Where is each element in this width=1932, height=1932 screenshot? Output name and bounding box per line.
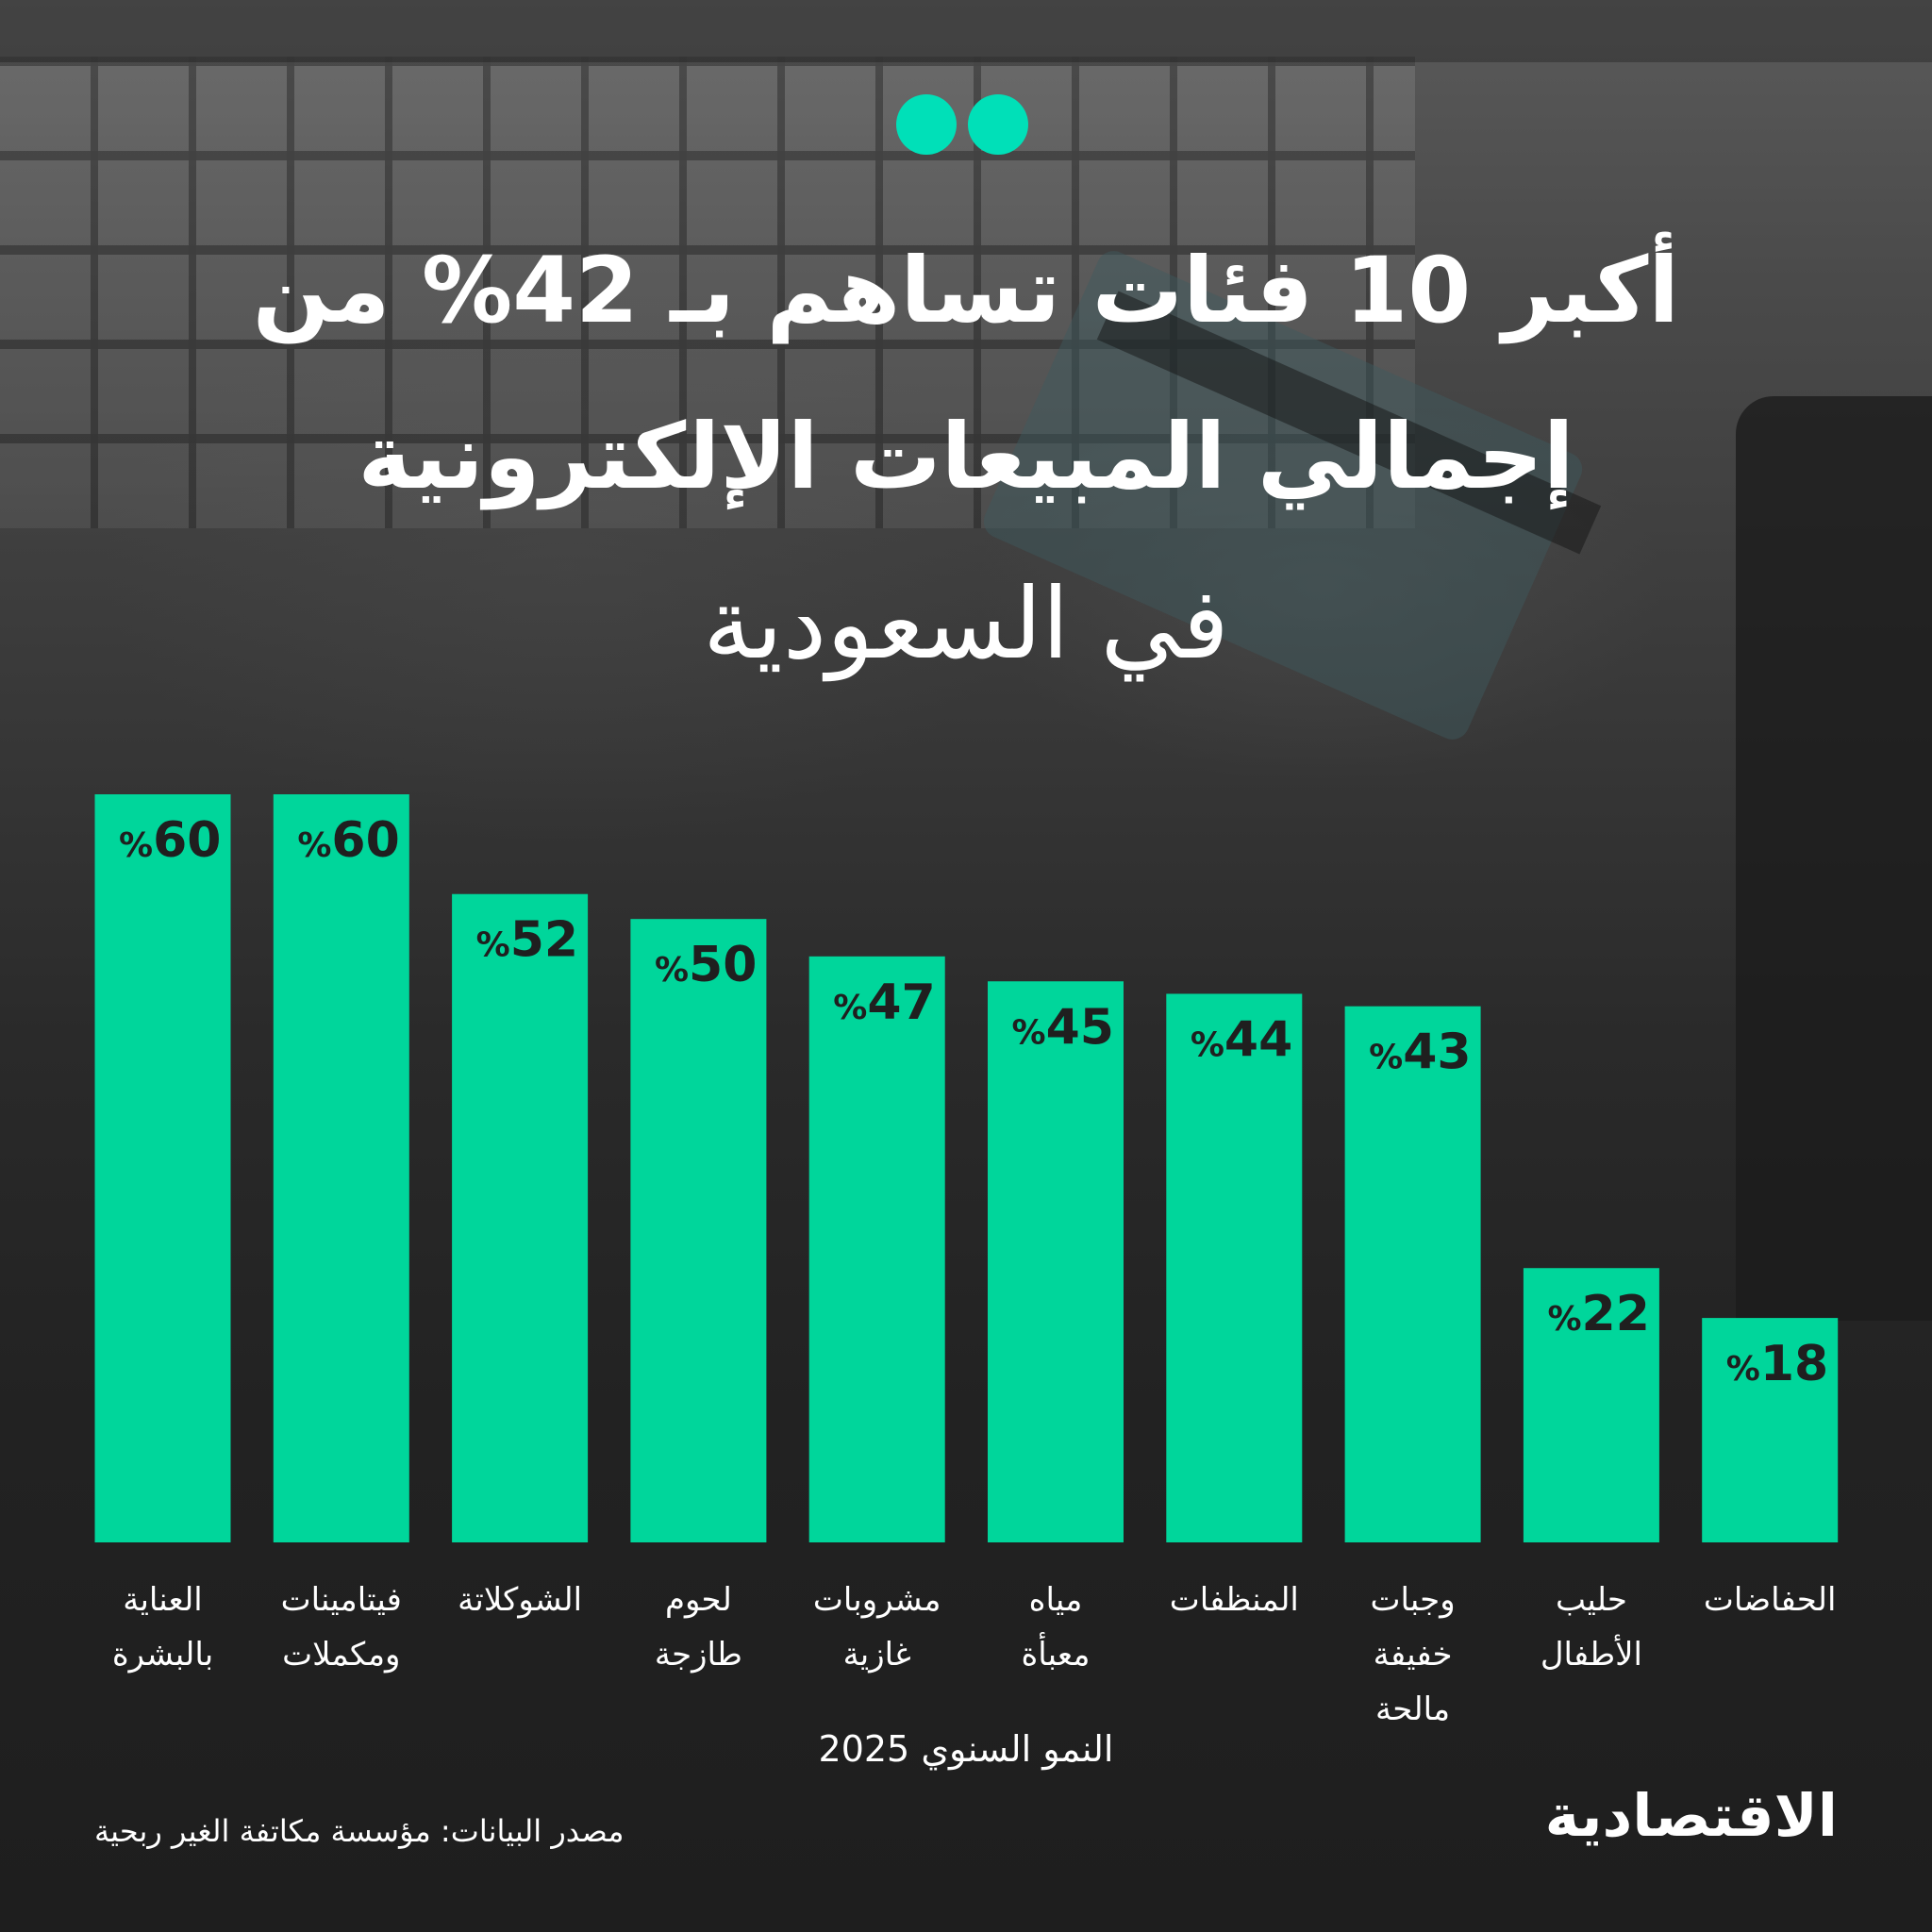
bar-value-label: %47 [833, 974, 935, 1031]
category-label: الحفاضات [1704, 1581, 1837, 1619]
bar [808, 956, 945, 1542]
category-label: مشروبات [813, 1581, 941, 1619]
top-band [0, 0, 1932, 62]
category-label: فيتامينات [281, 1581, 402, 1619]
category-label: خفيفة [1374, 1636, 1453, 1674]
title-line-2: إجمالي المبيعات الإلكترونية [358, 404, 1574, 509]
bar-value-label: %60 [119, 812, 221, 869]
quote-icon [896, 94, 1038, 160]
bar-value-label: %60 [297, 812, 399, 869]
bar [452, 893, 589, 1542]
category-label: المنظفات [1170, 1581, 1299, 1619]
wallet-photo [1736, 396, 1932, 1321]
category-label: طازجة [655, 1636, 742, 1674]
bar-value-label: %22 [1547, 1286, 1649, 1342]
bar-value-label: %52 [476, 912, 578, 969]
bar [630, 919, 767, 1542]
bar [1344, 1006, 1481, 1542]
bar [273, 794, 409, 1542]
category-label: ومكملات [282, 1636, 400, 1674]
bar-chart: %60 العناية بالبشرة %60 فيتامينات ومكملات %52 ا… [94, 794, 1839, 1728]
category-label: العناية [123, 1581, 203, 1619]
category-label: الأطفال [1541, 1634, 1642, 1674]
category-label: وجبات [1371, 1581, 1456, 1619]
category-label: حليب [1556, 1581, 1627, 1619]
x-axis-label: النمو السنوي 2025 [818, 1728, 1114, 1770]
keyboard-photo [0, 57, 1415, 528]
category-label: مالحة [1375, 1690, 1450, 1728]
bar [1702, 1318, 1839, 1542]
category-label: غازية [843, 1636, 911, 1674]
category-label: الشوكلاتة [458, 1581, 582, 1619]
bar [94, 794, 231, 1542]
bar-value-label: %50 [655, 937, 757, 993]
category-label: بالبشرة [112, 1636, 213, 1674]
bar [1166, 993, 1303, 1542]
bar-value-label: %18 [1726, 1336, 1828, 1392]
source-note: مصدر البيانات: مؤسسة مكاتفة الغير ربحية [94, 1813, 625, 1849]
bar [988, 981, 1124, 1542]
title-line-3: في السعودية [703, 566, 1229, 681]
publisher-logo: الاقتصادية [1544, 1781, 1838, 1850]
category-label: مياه [1029, 1581, 1083, 1619]
quote-dot [896, 94, 957, 155]
title-line-1: أكبر 10 فئات تساهم بـ 42% من [252, 238, 1680, 343]
bar-value-label: %43 [1369, 1024, 1471, 1081]
category-label: معبأة [1021, 1632, 1090, 1674]
quote-dot [968, 94, 1028, 155]
category-label: لحوم [665, 1581, 732, 1619]
bar [1523, 1268, 1659, 1542]
bar-value-label: %45 [1012, 999, 1114, 1056]
bar-value-label: %44 [1191, 1011, 1292, 1068]
